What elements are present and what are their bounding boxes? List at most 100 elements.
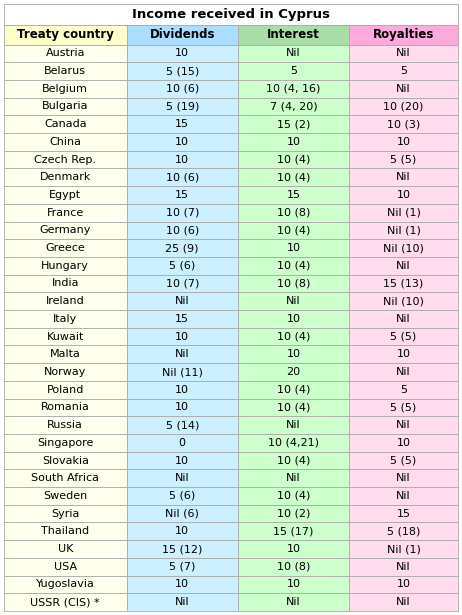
Bar [4,310,127,328]
Text: 10: 10 [175,331,189,341]
Text: 10: 10 [286,137,300,147]
Bar [4,505,127,523]
Bar [238,363,349,381]
Text: 10 (8): 10 (8) [277,279,310,288]
Bar [4,25,127,44]
Bar [4,363,127,381]
Text: France: France [47,208,84,218]
Bar [4,62,127,80]
Text: 10: 10 [286,349,300,359]
Text: Nil: Nil [396,84,411,93]
Text: 10: 10 [175,456,189,466]
Text: 5 (5): 5 (5) [390,402,417,413]
Text: Nil (1): Nil (1) [387,225,420,236]
Bar [127,310,238,328]
Bar [4,169,127,186]
Text: Slovakia: Slovakia [42,456,89,466]
Text: 10 (20): 10 (20) [383,101,424,111]
Text: Nil (1): Nil (1) [387,544,420,554]
Text: 10: 10 [396,190,411,200]
Bar [4,416,127,434]
Text: 10 (2): 10 (2) [277,509,310,518]
Text: Nil: Nil [175,296,189,306]
Bar [127,80,238,98]
Text: 10: 10 [396,579,411,589]
Text: 10: 10 [286,579,300,589]
Bar [349,346,458,363]
Bar [238,381,349,399]
Bar [238,169,349,186]
Bar [238,540,349,558]
Bar [127,62,238,80]
Bar [4,292,127,310]
Bar [127,381,238,399]
Bar [4,434,127,451]
Text: 10: 10 [286,544,300,554]
Bar [127,257,238,275]
Bar [127,186,238,204]
Text: 10 (7): 10 (7) [165,208,199,218]
Bar [127,346,238,363]
Text: India: India [52,279,79,288]
Bar [4,80,127,98]
Bar [349,133,458,151]
Bar [349,204,458,221]
Bar [4,593,127,611]
Bar [4,221,127,239]
Bar [349,80,458,98]
Bar [127,540,238,558]
Bar [349,523,458,540]
Bar [127,469,238,487]
Bar [349,257,458,275]
Text: 10 (4): 10 (4) [277,261,310,271]
Text: 5 (7): 5 (7) [169,561,195,572]
Text: Nil: Nil [286,49,301,58]
Bar [4,115,127,133]
Text: Nil: Nil [396,473,411,483]
Text: 10: 10 [396,438,411,448]
Text: Syria: Syria [51,509,79,518]
Text: Kuwait: Kuwait [47,331,84,341]
Text: 15 (2): 15 (2) [277,119,310,129]
Text: Poland: Poland [47,385,84,395]
Bar [238,44,349,62]
Bar [4,346,127,363]
Text: 5: 5 [400,385,407,395]
Bar [127,451,238,469]
Text: Hungary: Hungary [42,261,89,271]
Bar [349,98,458,116]
Text: 15: 15 [396,509,411,518]
Bar [349,381,458,399]
Bar [349,487,458,505]
Bar [4,204,127,221]
Text: 5 (15): 5 (15) [165,66,199,76]
Text: 5 (5): 5 (5) [390,154,417,165]
Bar [238,399,349,416]
Bar [127,133,238,151]
Bar [349,434,458,451]
Text: 10 (4): 10 (4) [277,331,310,341]
Bar [349,540,458,558]
Bar [238,98,349,116]
Bar [238,310,349,328]
Bar [238,257,349,275]
Text: China: China [49,137,81,147]
Bar [127,25,238,44]
Bar [4,328,127,346]
Bar [238,186,349,204]
Bar [238,275,349,292]
Text: 5 (6): 5 (6) [169,491,195,501]
Bar [127,98,238,116]
Text: Interest: Interest [267,28,320,41]
Text: Nil (1): Nil (1) [387,208,420,218]
Text: 10: 10 [175,49,189,58]
Text: Yugoslavia: Yugoslavia [36,579,95,589]
Text: Singapore: Singapore [37,438,93,448]
Bar [127,115,238,133]
Text: Nil: Nil [175,473,189,483]
Text: 10: 10 [175,402,189,413]
Text: 10 (3): 10 (3) [387,119,420,129]
Text: 10 (4): 10 (4) [277,491,310,501]
Bar [349,363,458,381]
Text: Sweden: Sweden [43,491,87,501]
